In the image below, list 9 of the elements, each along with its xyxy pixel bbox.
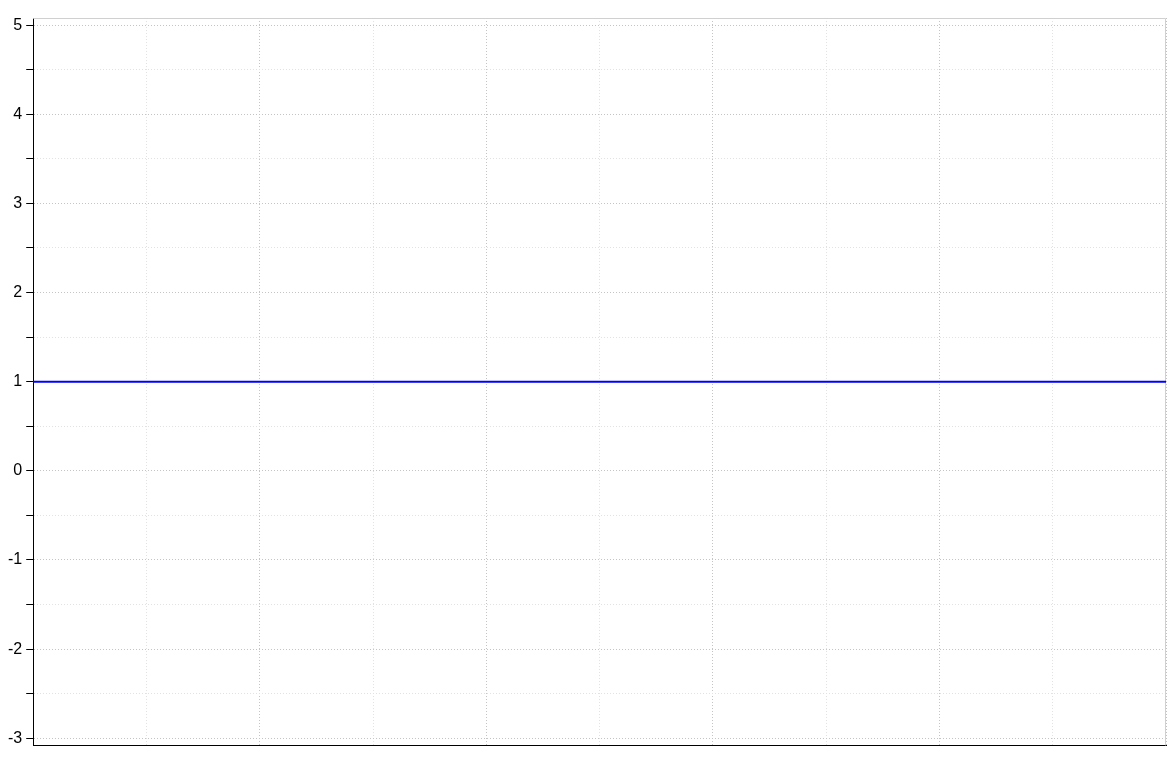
y-tick-label: -3 <box>7 728 23 746</box>
y-tick-label: 5 <box>13 15 23 33</box>
y-tick-label: 4 <box>13 104 23 122</box>
y-tick-label: -2 <box>7 639 23 657</box>
y-tick-label: -1 <box>7 550 23 568</box>
y-tick-label: 3 <box>13 193 23 211</box>
y-tick-label: 1 <box>13 372 23 390</box>
y-tick-label: 2 <box>13 282 23 300</box>
y-tick-label: 0 <box>13 461 23 479</box>
